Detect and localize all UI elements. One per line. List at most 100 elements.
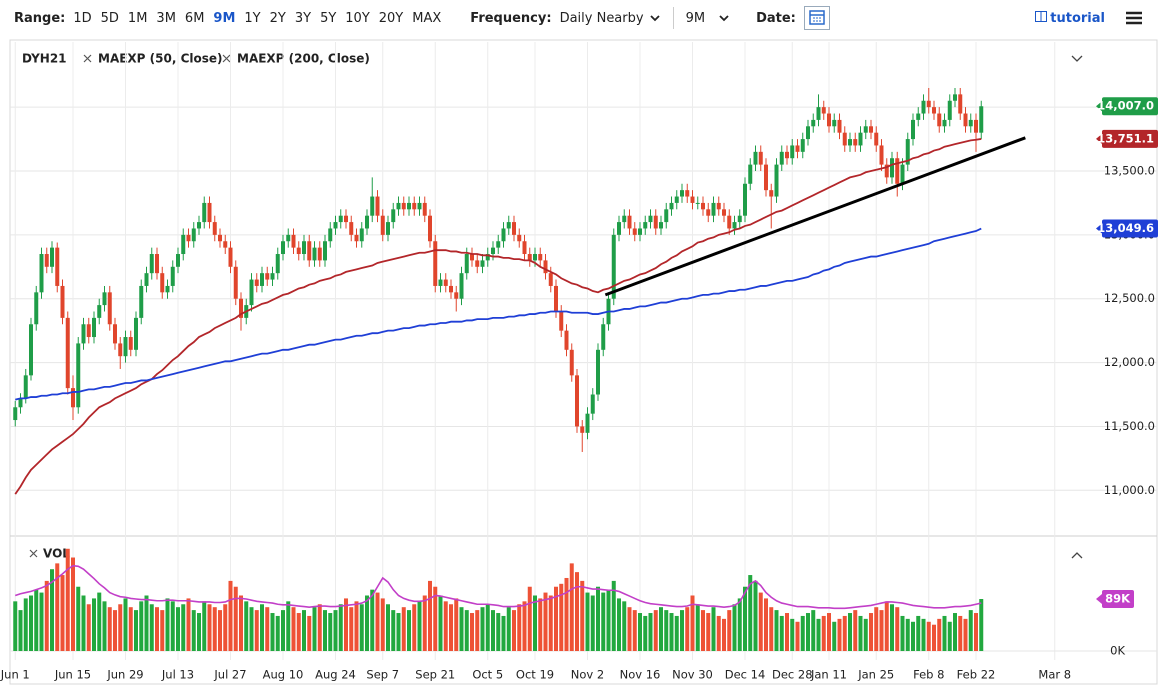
candle-body: [811, 119, 816, 127]
volume-bar: [932, 624, 936, 651]
volume-bar: [233, 586, 238, 651]
volume-bar: [375, 592, 380, 651]
candle-body: [485, 254, 490, 261]
volume-bar: [323, 610, 327, 651]
candle-body: [286, 234, 291, 242]
candle-body: [144, 273, 149, 286]
volume-bar: [800, 615, 805, 651]
volume-bar: [328, 613, 333, 651]
candle-body: [858, 132, 863, 146]
x-tick-label: Feb 22: [957, 668, 996, 682]
range-button[interactable]: 3Y: [294, 10, 312, 26]
range-button[interactable]: MAX: [412, 10, 442, 26]
volume-bar: [76, 586, 81, 651]
volume-bar: [627, 607, 632, 651]
range-button[interactable]: 1Y: [244, 10, 261, 26]
calendar-button[interactable]: [803, 6, 830, 30]
range-button[interactable]: 1D: [73, 10, 92, 26]
candle-body: [270, 273, 275, 280]
candle-body: [569, 349, 574, 376]
volume-bar: [937, 618, 942, 651]
y-tick-label: 0K: [1110, 644, 1125, 658]
volume-bar: [611, 580, 616, 651]
candle-body: [375, 196, 380, 216]
volume-bar: [622, 601, 627, 651]
x-tick-label: Aug 10: [263, 668, 304, 682]
symbol: DYH21: [22, 52, 67, 66]
candle-body: [102, 292, 107, 306]
range-button[interactable]: 5Y: [320, 10, 337, 26]
range-button[interactable]: 20Y: [378, 10, 404, 26]
candle-body: [370, 196, 375, 216]
range-button[interactable]: 2Y: [269, 10, 286, 26]
candle-body: [837, 119, 842, 133]
candle-body: [580, 426, 585, 433]
volume-bar: [223, 604, 228, 651]
candle-body: [428, 215, 432, 242]
volume-bar: [926, 621, 931, 651]
volume-bar: [317, 604, 322, 651]
remove-icon[interactable]: [29, 549, 38, 558]
last-value-label: 14,007.0: [1097, 99, 1154, 113]
volume-bar: [18, 610, 23, 651]
volume-bar: [155, 607, 159, 651]
candle-body: [433, 241, 438, 286]
menu-button[interactable]: [1126, 11, 1142, 25]
volume-bar: [575, 572, 579, 651]
moving-average-line: [15, 227, 982, 401]
candle-body: [18, 398, 23, 408]
tutorial-link[interactable]: tutorial: [1035, 10, 1118, 26]
candle-body: [711, 202, 716, 216]
remove-icon[interactable]: [222, 54, 231, 63]
volume-bar: [685, 607, 690, 651]
volume-bar: [401, 607, 406, 651]
volume-label: VOL: [43, 547, 70, 561]
candle-body: [932, 107, 936, 114]
volume-bar: [701, 610, 705, 651]
candle-body: [65, 317, 70, 389]
collapse-icon[interactable]: [1071, 55, 1083, 62]
candle-body: [790, 145, 795, 159]
candle-body: [596, 349, 600, 395]
candle-body: [265, 273, 270, 280]
range-button[interactable]: 6M: [184, 10, 205, 26]
collapse-icon[interactable]: [1071, 552, 1083, 559]
volume-bar: [338, 604, 343, 651]
candle-body: [617, 222, 621, 235]
volume-bar: [239, 595, 243, 651]
candle-body: [275, 254, 280, 274]
remove-icon[interactable]: [83, 54, 92, 63]
candle-body: [359, 228, 364, 242]
range-button[interactable]: 3M: [156, 10, 176, 26]
candle-body: [764, 164, 768, 191]
candle-body: [134, 317, 138, 350]
candle-body: [212, 222, 217, 235]
candle-body: [344, 215, 348, 223]
volume-bar: [722, 618, 726, 651]
volume-bar: [905, 618, 910, 651]
candle-body: [732, 222, 737, 229]
candle-body: [632, 228, 637, 235]
volume-bar: [244, 601, 249, 651]
volume-bar: [517, 604, 522, 651]
candle-body: [228, 247, 233, 267]
range-button[interactable]: 9M: [213, 10, 236, 26]
period-select[interactable]: 9M: [686, 11, 730, 26]
candle-body: [669, 202, 674, 210]
candle-body: [81, 324, 86, 344]
range-button[interactable]: 5D: [100, 10, 119, 26]
frequency-value: Daily Nearby: [559, 10, 644, 26]
volume-bar: [202, 601, 207, 651]
volume-bar: [55, 563, 60, 651]
y-tick-label: 12,000.0: [1104, 355, 1155, 369]
volume-bar: [774, 610, 779, 651]
frequency-select[interactable]: Daily Nearby: [560, 11, 660, 26]
candle-body: [291, 234, 296, 248]
volume-bar: [580, 580, 585, 651]
volume-bar: [470, 613, 474, 651]
volume-bar: [716, 615, 721, 651]
volume-bar: [23, 598, 28, 651]
range-button[interactable]: 1M: [127, 10, 148, 26]
range-button[interactable]: 10Y: [345, 10, 370, 26]
volume-bar: [596, 586, 600, 651]
